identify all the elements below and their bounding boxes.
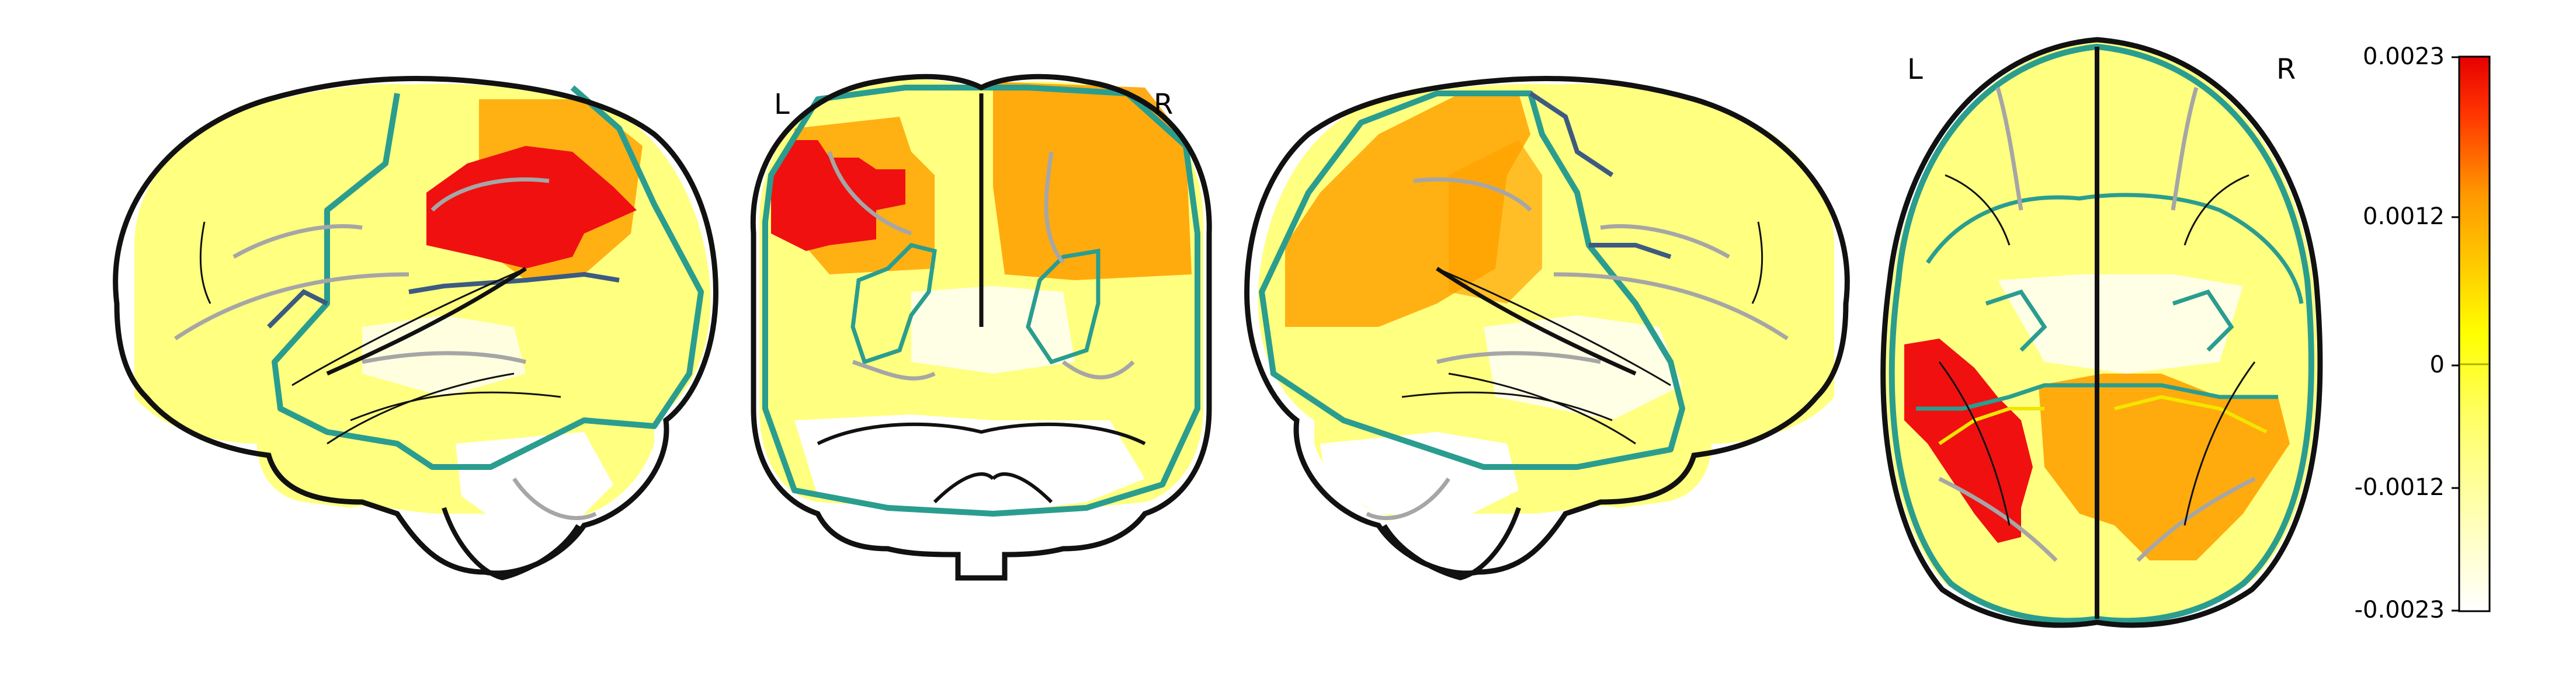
coronal-orient-label-left: L <box>774 88 790 121</box>
colorbar-tick-label-lower: -0.0012 <box>2355 474 2445 501</box>
colorbar-tick-label-max: 0.0023 <box>2363 43 2445 70</box>
coronal-orient-label-right: R <box>1154 88 1173 121</box>
colorbar-tick-label-zero: 0 <box>2430 351 2445 378</box>
colorbar-tick-label-upper: 0.0012 <box>2363 203 2445 230</box>
axial-orient-label-left: L <box>1907 53 1923 86</box>
sagittal-left-view <box>116 78 716 578</box>
colorbar-gradient <box>2459 57 2490 611</box>
axial-orient-label-right: R <box>2276 53 2296 86</box>
colorbar-tick-label-min: -0.0023 <box>2355 597 2445 623</box>
sagittal-right-view <box>1247 78 1848 578</box>
coronal-view: L R <box>753 76 1209 578</box>
colorbar: 0.0023 0.0012 0 -0.0012 -0.0023 <box>2355 43 2490 623</box>
axial-view: L R <box>1883 40 2320 625</box>
